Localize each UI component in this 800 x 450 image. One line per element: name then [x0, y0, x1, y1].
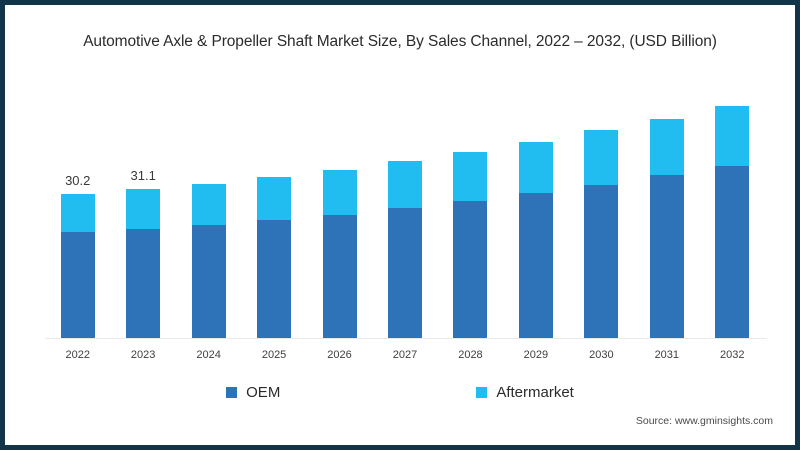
- bar-segment-oem[interactable]: [584, 184, 619, 338]
- legend-swatch-oem-icon: [226, 387, 238, 398]
- bar-group[interactable]: [584, 130, 619, 338]
- bar-group[interactable]: [388, 161, 422, 338]
- bar-segment-oem[interactable]: [257, 220, 292, 338]
- x-axis-tick-label: 2024: [196, 349, 221, 361]
- bar-segment-aftermarket[interactable]: [388, 161, 422, 209]
- bar-segment-oem[interactable]: [649, 175, 684, 338]
- bar-segment-oem[interactable]: [60, 231, 95, 338]
- x-axis-tick-label: 2023: [130, 349, 156, 361]
- chart-canvas: Automotive Axle & Propeller Shaft Market…: [5, 5, 795, 445]
- x-axis-tick-label: 2025: [261, 349, 287, 361]
- legend-label-oem: OEM: [246, 384, 281, 401]
- bar-group[interactable]: 31.1: [126, 168, 161, 338]
- legend-label-aftermarket: Aftermarket: [496, 384, 574, 401]
- bar-group[interactable]: [191, 183, 226, 338]
- bar-group[interactable]: [649, 118, 684, 338]
- bar-segment-oem[interactable]: [191, 224, 226, 338]
- bar-segment-oem[interactable]: [453, 200, 488, 338]
- page-title: Automotive Axle & Propeller Shaft Market…: [83, 33, 717, 50]
- legend-item-oem[interactable]: OEM: [226, 384, 280, 401]
- bar-segment-oem[interactable]: [322, 214, 357, 338]
- x-axis-tick-label: 2027: [392, 349, 418, 361]
- bar-segment-aftermarket[interactable]: [191, 183, 226, 225]
- x-axis-tick-label: 2026: [327, 349, 352, 361]
- bar-segment-aftermarket[interactable]: [60, 193, 95, 232]
- bar-segment-aftermarket[interactable]: [584, 130, 619, 185]
- source-attribution: Source: www.gminsights.com: [635, 415, 773, 427]
- bar-segment-oem[interactable]: [518, 193, 553, 338]
- bar-group[interactable]: [322, 169, 357, 338]
- legend-item-aftermarket[interactable]: Aftermarket: [476, 384, 574, 401]
- plot-area: 30.2 31.1: [45, 75, 765, 338]
- x-axis-tick-label: 2032: [720, 349, 745, 361]
- x-axis-tick-label: 2028: [458, 349, 483, 361]
- x-axis-tick-label: 2022: [65, 349, 90, 361]
- bar-segment-aftermarket[interactable]: [126, 189, 161, 229]
- bar-group[interactable]: [257, 177, 292, 338]
- bar-group[interactable]: [518, 141, 553, 338]
- bar-segment-oem[interactable]: [388, 208, 422, 338]
- bar-value-label: 30.2: [65, 172, 91, 188]
- bar-segment-aftermarket[interactable]: [322, 169, 357, 215]
- chart-legend: OEM Aftermarket: [5, 384, 795, 401]
- x-axis-tick-label: 2029: [523, 349, 549, 361]
- bar-segment-aftermarket[interactable]: [649, 118, 684, 176]
- bar-segment-aftermarket[interactable]: [715, 106, 750, 167]
- bar-segment-oem[interactable]: [126, 228, 161, 338]
- x-axis-line: [45, 338, 767, 339]
- bar-group[interactable]: 30.2: [60, 173, 95, 338]
- x-axis-tick-label: 2030: [589, 349, 614, 361]
- bar-value-label: 31.1: [130, 168, 156, 184]
- x-axis-tick-label: 2031: [654, 349, 680, 361]
- bar-segment-aftermarket[interactable]: [518, 141, 553, 194]
- bar-group[interactable]: [453, 152, 488, 338]
- bar-segment-oem[interactable]: [715, 166, 750, 338]
- bar-segment-aftermarket[interactable]: [257, 177, 292, 221]
- bar-group[interactable]: [715, 106, 750, 338]
- legend-swatch-aftermarket-icon: [476, 387, 488, 398]
- bar-segment-aftermarket[interactable]: [453, 152, 488, 201]
